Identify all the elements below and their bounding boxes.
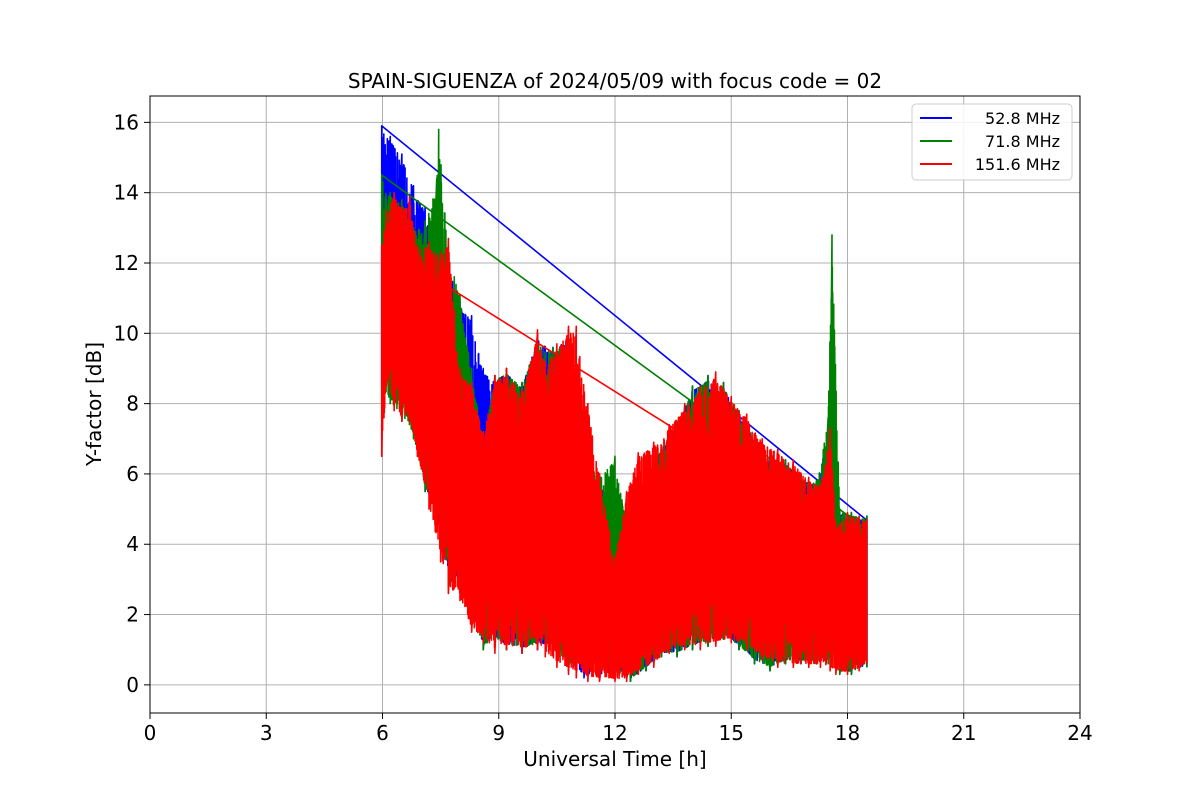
y-tick-label: 4 — [126, 532, 139, 556]
y-tick-label: 12 — [114, 251, 139, 275]
y-tick-label: 10 — [114, 321, 139, 345]
series-layer — [380, 125, 868, 683]
x-tick-label: 12 — [602, 721, 627, 745]
x-tick-label: 18 — [835, 721, 860, 745]
chart-legend: 52.8 MHz 71.8 MHz 151.6 MHz — [911, 103, 1073, 181]
x-tick-label: 24 — [1067, 721, 1092, 745]
x-tick-label: 6 — [376, 721, 389, 745]
y-tick-label: 6 — [126, 462, 139, 486]
series-line-2 — [380, 191, 868, 683]
x-tick-label: 21 — [951, 721, 976, 745]
legend-label: 52.8 MHz — [975, 109, 1060, 128]
legend-label: 151.6 MHz — [975, 155, 1060, 174]
plot-area — [380, 125, 868, 683]
y-tick-label: 16 — [114, 110, 139, 134]
y-tick-label: 14 — [114, 181, 139, 205]
chart-title: SPAIN-SIGUENZA of 2024/05/09 with focus … — [348, 69, 882, 93]
y-tick-label: 0 — [126, 673, 139, 697]
legend-box — [911, 103, 1073, 181]
x-tick-label: 3 — [260, 721, 273, 745]
x-tick-label: 9 — [492, 721, 505, 745]
x-tick-label: 15 — [719, 721, 744, 745]
x-axis-label: Universal Time [h] — [523, 747, 706, 771]
y-tick-label: 2 — [126, 603, 139, 627]
y-axis-label: Y-factor [dB] — [82, 342, 106, 467]
legend-label: 71.8 MHz — [975, 132, 1060, 151]
y-tick-label: 8 — [126, 392, 139, 416]
x-tick-label: 0 — [144, 721, 157, 745]
